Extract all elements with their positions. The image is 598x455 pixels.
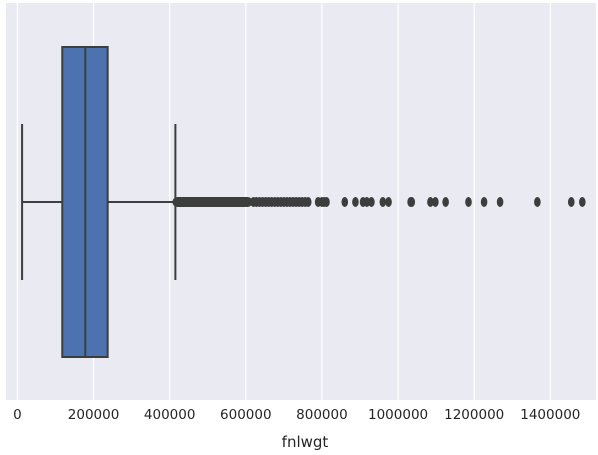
outlier-point	[368, 197, 375, 207]
outlier-cluster	[172, 197, 253, 207]
outlier-point	[323, 197, 330, 207]
x-tick-label: 1200000	[444, 407, 504, 423]
x-tick-label: 1400000	[520, 407, 580, 423]
outlier-point	[379, 197, 387, 207]
outlier-point	[385, 197, 392, 207]
outlier-point	[578, 197, 586, 207]
x-tick-label: 400000	[144, 407, 196, 423]
x-tick-label: 1000000	[368, 407, 428, 423]
outlier-point	[480, 197, 488, 207]
x-axis-label: fnlwgt	[282, 433, 329, 451]
outlier-point	[427, 197, 434, 207]
box-plot	[21, 46, 177, 358]
outlier-point	[304, 197, 312, 207]
outlier-point	[432, 197, 439, 207]
outlier-point	[408, 197, 416, 207]
outlier-point	[341, 197, 349, 207]
outlier-point	[363, 197, 371, 207]
x-tick-label: 600000	[220, 407, 272, 423]
outlier-point	[442, 197, 449, 207]
x-tick-label: 0	[13, 407, 22, 423]
outlier-point	[465, 197, 472, 207]
x-tick-labels: 0 200000 400000 600000 800000 1000000 1200000 1…	[13, 407, 580, 423]
outlier-point	[567, 197, 575, 207]
x-tick-label: 800000	[296, 407, 348, 423]
x-tick-label: 200000	[68, 407, 120, 423]
outlier-point	[496, 197, 504, 207]
outlier-point	[352, 197, 359, 207]
outlier-point	[534, 197, 541, 207]
outlier-points	[172, 197, 586, 207]
